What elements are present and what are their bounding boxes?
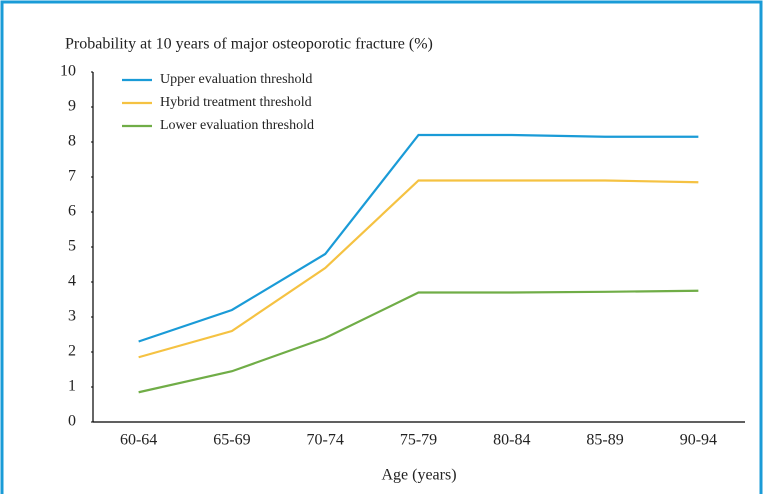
x-tick-label: 75-79 [400,432,437,449]
y-tick-label: 3 [68,308,76,325]
y-tick-label: 0 [68,413,76,430]
y-tick-label: 2 [68,343,76,360]
y-tick-label: 8 [68,133,76,150]
legend: Upper evaluation threshold Hybrid treatme… [122,72,314,133]
legend-label: Hybrid treatment threshold [160,95,312,110]
y-tick-label: 1 [68,378,76,395]
y-tick-label: 4 [68,273,76,290]
series-line [138,289,699,394]
x-tick-label: 85-89 [586,432,623,449]
x-tick-label: 90-94 [680,432,717,449]
legend-label: Lower evaluation threshold [160,118,314,133]
x-tick-label: 60-64 [120,432,157,449]
legend-label: Upper evaluation threshold [160,72,312,87]
x-tick-label: 70-74 [307,432,344,449]
x-axis-label: Age (years) [381,467,456,484]
y-tick-label: 5 [68,238,76,255]
y-tick-label: 7 [68,168,76,185]
chart-title: Probability at 10 years of major osteopo… [65,36,433,53]
y-tick-label: 6 [68,203,76,220]
series-line [138,133,699,343]
x-tick-label: 65-69 [213,432,250,449]
y-tick-label: 10 [60,63,76,80]
y-tick-label: 9 [68,98,76,115]
x-tick-label: 80-84 [493,432,530,449]
series-line [138,179,699,359]
